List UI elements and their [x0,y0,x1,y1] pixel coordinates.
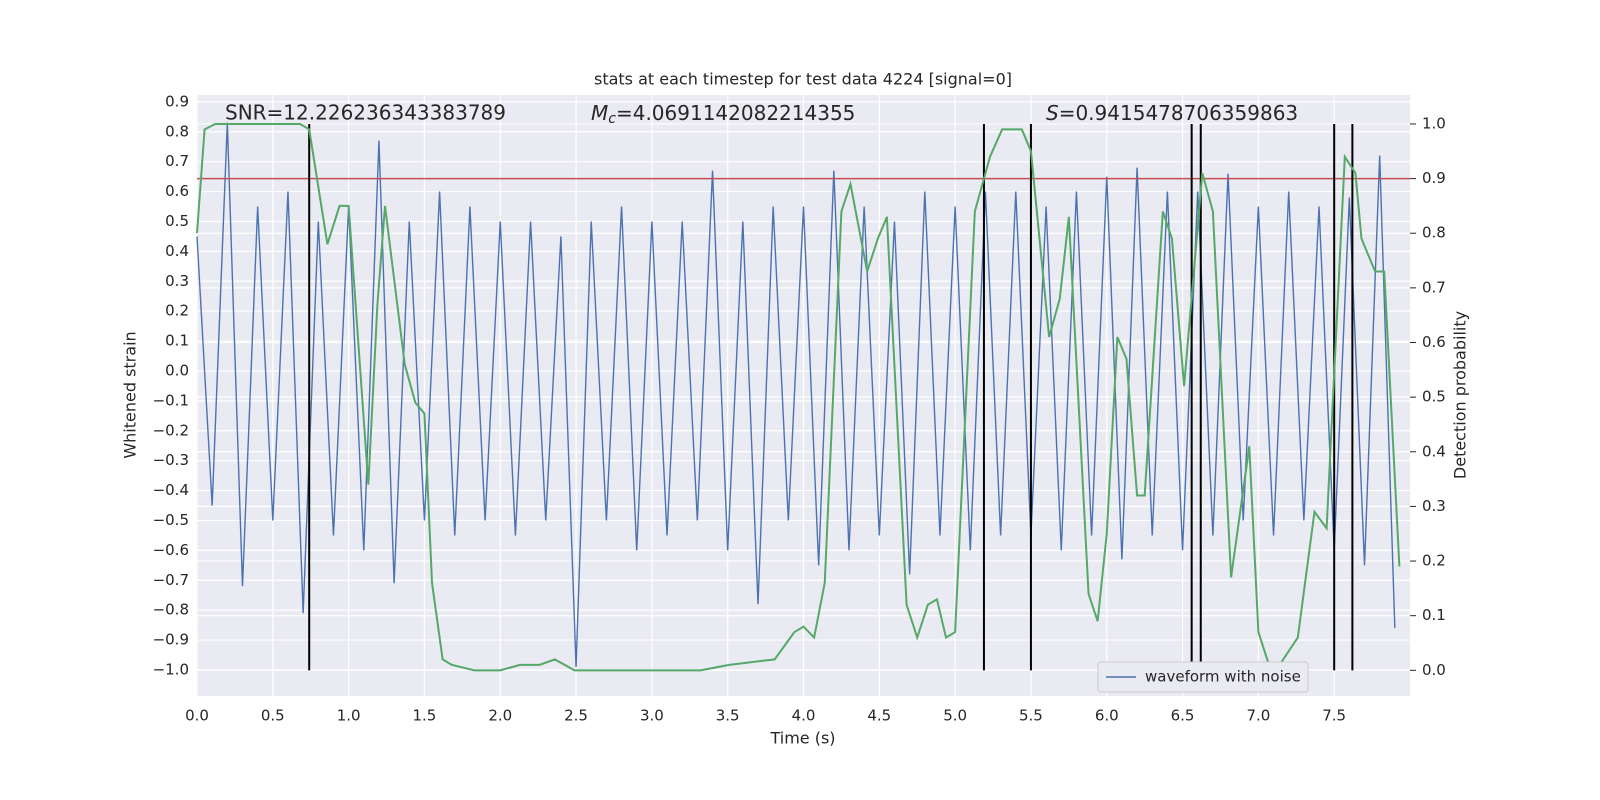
x-tick-label: 5.0 [943,707,967,725]
x-tick-label: 0.0 [185,707,209,725]
y-tick-label: 0.2 [165,302,189,320]
y-tick-label: −1.0 [153,660,189,678]
y2-tick-label: 0.2 [1422,552,1446,570]
annotation-subscript: c [608,111,616,127]
y2-tick-label: 0.3 [1422,497,1446,515]
series-line [196,122,1401,672]
y-tick-label: −0.5 [153,511,189,529]
y2-tick-label: 0.9 [1422,169,1446,187]
x-tick-label: 4.0 [792,707,816,725]
annotation: SNR=12.226236343383789 [225,101,506,125]
x-tick-label: 3.0 [640,707,664,725]
annotation-value: =4.0691142082214355 [616,101,855,125]
x-tick-label: 5.5 [1019,707,1043,725]
x-axis-label: Time (s) [769,729,835,748]
legend-box [1097,661,1309,693]
legend-label: waveform with noise [1145,668,1301,686]
y-tick-label: 0.9 [165,92,189,110]
y2-tick-label: 0.6 [1422,333,1446,351]
y2-tick-label: 1.0 [1422,114,1446,132]
x-tick-label: 1.0 [337,707,361,725]
annotation-symbol: M [591,101,608,125]
y-tick-label: 0.4 [165,242,189,260]
y-tick-label: 0.5 [165,212,189,230]
y-tick-label: −0.8 [153,601,189,619]
x-tick-label: 7.0 [1246,707,1270,725]
y-tick-label: 0.0 [165,361,189,379]
x-tick-label: 2.0 [488,707,512,725]
annotation: Mc=4.0691142082214355 [591,101,855,128]
y2-tick-label: 0.7 [1422,278,1446,296]
annotation-value: =0.9415478706359863 [1059,101,1298,125]
x-tick-label: 2.5 [564,707,588,725]
x-tick-label: 4.5 [867,707,891,725]
y2-tick-label: 0.0 [1422,661,1446,679]
y-tick-label: −0.9 [153,631,189,649]
y2-tick-label: 0.4 [1422,442,1446,460]
y-tick-label: −0.7 [153,571,189,589]
y-tick-label: 0.8 [165,122,189,140]
annotation-symbol: S [1046,101,1059,125]
x-tick-label: 0.5 [261,707,285,725]
y2-tick-label: 0.5 [1422,388,1446,406]
x-tick-label: 6.0 [1095,707,1119,725]
x-tick-label: 3.5 [716,707,740,725]
y2-tick-label: 0.1 [1422,606,1446,624]
y2-axis-label: Detection probability [1451,311,1470,479]
y-tick-label: 0.3 [165,272,189,290]
x-tick-label: 7.5 [1322,707,1346,725]
x-tick-label: 6.5 [1171,707,1195,725]
annotation: S=0.9415478706359863 [1046,101,1298,125]
y-tick-label: −0.4 [153,481,189,499]
y-tick-label: −0.3 [153,451,189,469]
y-tick-label: 0.7 [165,152,189,170]
x-tick-label: 1.5 [413,707,437,725]
chart-title: stats at each timestep for test data 422… [594,70,1012,89]
y-tick-label: 0.1 [165,332,189,350]
y2-tick-label: 0.8 [1422,224,1446,242]
y-tick-label: −0.1 [153,391,189,409]
y-axis-label: Whitened strain [121,331,140,458]
y-tick-label: −0.2 [153,421,189,439]
y-tick-label: −0.6 [153,541,189,559]
y-tick-label: 0.6 [165,182,189,200]
